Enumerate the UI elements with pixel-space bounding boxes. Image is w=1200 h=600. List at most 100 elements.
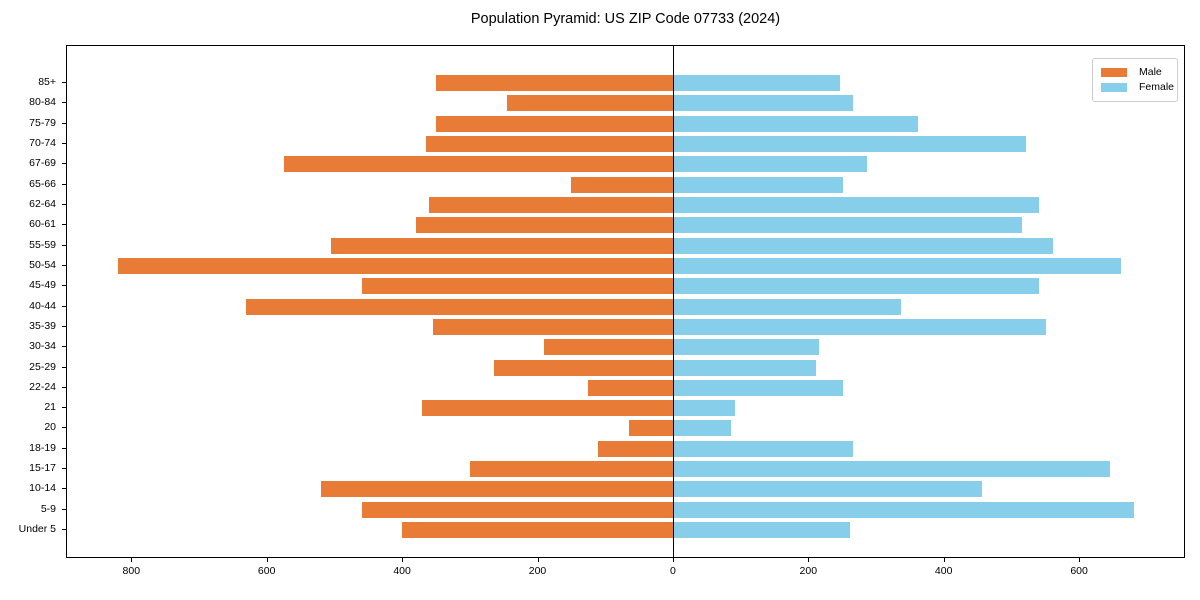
ytick-label-55-59: 55-59 — [29, 238, 56, 251]
male-swatch-icon — [1101, 68, 1127, 77]
ytick-mark — [62, 122, 66, 124]
xtick-label-400: 400 — [393, 565, 411, 577]
ytick-mark — [62, 285, 66, 287]
xtick-mark — [1079, 558, 1081, 562]
bar-male-70-74 — [425, 136, 673, 152]
chart-title: Population Pyramid: US ZIP Code 07733 (2… — [470, 11, 781, 27]
female-swatch-icon — [1101, 83, 1127, 92]
legend-female-label: Female — [1139, 81, 1175, 93]
bar-female-75-79 — [673, 115, 918, 132]
legend-item-male: Male — [1101, 65, 1169, 80]
ytick-label-35-39: 35-39 — [29, 319, 56, 332]
ytick-mark — [62, 82, 66, 83]
ytick-label-18-19: 18-19 — [29, 441, 56, 454]
bar-female-15-17 — [673, 461, 1111, 478]
bar-male-60-61 — [415, 217, 673, 234]
bar-female-55-59 — [673, 237, 1053, 254]
bar-male-67-69 — [283, 156, 673, 173]
bar-male-20 — [628, 420, 673, 437]
bar-female-21 — [673, 400, 735, 417]
bar-female-18-19 — [673, 440, 854, 457]
ytick-label-45-49: 45-49 — [29, 279, 56, 292]
ytick-label-10-14: 10-14 — [29, 482, 56, 495]
bar-male-40-44 — [246, 298, 673, 315]
bar-female-40-44 — [673, 298, 901, 315]
ytick-mark — [62, 447, 66, 449]
xtick-label-600: 600 — [1070, 565, 1088, 577]
bar-female-45-49 — [673, 278, 1040, 295]
ytick-label-40-44: 40-44 — [29, 299, 56, 312]
ytick-label-60-61: 60-61 — [29, 218, 56, 231]
bar-male-30-34 — [544, 339, 673, 356]
ytick-label-70-74: 70-74 — [29, 137, 56, 149]
bar-male-80-84 — [507, 95, 673, 112]
legend: Male Female — [1092, 58, 1178, 102]
ytick-mark — [62, 102, 66, 104]
legend-male-label: Male — [1139, 66, 1162, 78]
bar-male-21 — [422, 400, 673, 417]
ytick-label-50-54: 50-54 — [29, 258, 56, 271]
bar-male-65-66 — [571, 176, 673, 193]
ytick-label-Under 5: Under 5 — [18, 523, 56, 535]
legend-item-female: Female — [1101, 80, 1174, 95]
xtick-mark — [943, 558, 945, 562]
bar-female-10-14 — [673, 481, 982, 498]
bar-male-35-39 — [432, 318, 673, 335]
bar-female-85+ — [673, 75, 840, 91]
ytick-mark — [62, 305, 66, 307]
xtick-label-0: 0 — [669, 565, 676, 577]
bar-female-35-39 — [673, 318, 1047, 335]
bar-male-75-79 — [435, 115, 673, 132]
bar-female-Under 5 — [673, 522, 850, 538]
xtick-mark — [402, 558, 404, 562]
ytick-mark — [62, 244, 66, 246]
ytick-label-25-29: 25-29 — [29, 360, 56, 373]
xtick-label-800: 800 — [122, 565, 141, 577]
ytick-mark — [62, 325, 66, 327]
ytick-mark — [62, 143, 66, 144]
plot-area: Male Female — [66, 45, 1185, 558]
ytick-mark — [62, 163, 66, 165]
xtick-label-400: 400 — [934, 565, 953, 577]
xtick-label-200: 200 — [528, 565, 547, 577]
bar-female-25-29 — [673, 359, 817, 376]
ytick-mark — [62, 407, 66, 409]
ytick-mark — [62, 264, 66, 266]
ytick-mark — [62, 366, 66, 368]
bar-female-67-69 — [673, 156, 867, 173]
ytick-mark — [62, 427, 66, 429]
bar-female-20 — [673, 420, 732, 437]
ytick-label-21: 21 — [44, 401, 56, 414]
ytick-label-80-84: 80-84 — [29, 96, 56, 109]
ytick-mark — [62, 346, 66, 348]
bar-male-18-19 — [598, 440, 673, 457]
ytick-label-62-64: 62-64 — [29, 197, 56, 210]
bar-female-30-34 — [673, 339, 820, 356]
xtick-label-600: 600 — [257, 565, 276, 577]
ytick-mark — [62, 224, 66, 226]
bar-male-Under 5 — [402, 522, 673, 538]
ytick-mark — [62, 529, 66, 530]
ytick-label-85+: 85+ — [38, 76, 56, 88]
xtick-label-200: 200 — [799, 565, 818, 577]
bar-male-50-54 — [117, 257, 673, 274]
bar-female-60-61 — [673, 217, 1023, 234]
ytick-mark — [62, 508, 66, 510]
bar-female-5-9 — [673, 501, 1135, 518]
bar-female-62-64 — [673, 196, 1040, 213]
bar-female-65-66 — [673, 176, 844, 193]
bar-male-25-29 — [493, 359, 673, 376]
bar-male-22-24 — [588, 379, 673, 396]
bar-male-45-49 — [361, 278, 673, 295]
ytick-label-65-66: 65-66 — [29, 177, 56, 190]
ytick-label-5-9: 5-9 — [40, 502, 56, 515]
ytick-mark — [62, 488, 66, 490]
xtick-mark — [131, 558, 133, 562]
bar-male-15-17 — [469, 461, 673, 478]
bar-male-10-14 — [320, 481, 673, 498]
ytick-mark — [62, 468, 66, 470]
bar-female-22-24 — [673, 379, 844, 396]
zero-axis-line — [672, 46, 674, 557]
ytick-label-20: 20 — [44, 421, 56, 434]
